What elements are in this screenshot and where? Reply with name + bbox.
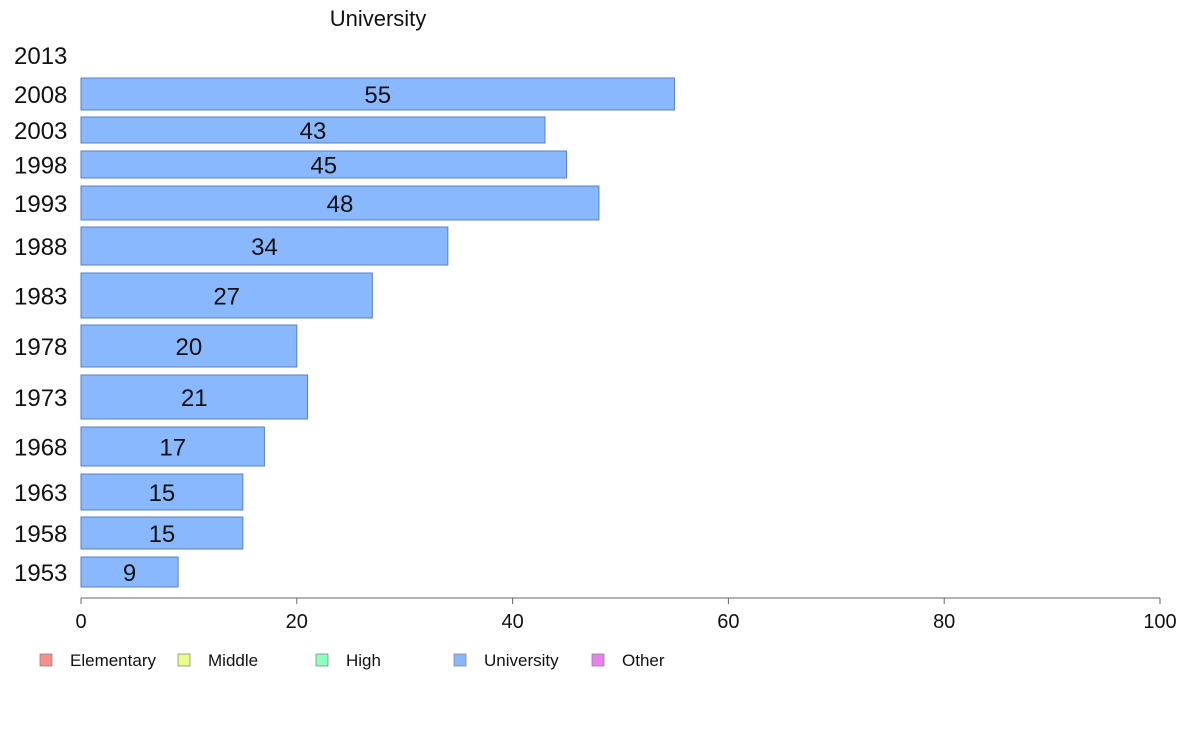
bar-value-label: 48 — [327, 191, 354, 218]
bar-value-label: 21 — [181, 385, 208, 412]
legend-label: Elementary — [70, 651, 156, 670]
x-tick-label: 0 — [75, 611, 86, 633]
x-axis: 0 20 40 60 80 100 — [75, 597, 1177, 633]
category-labels: 2013 2008 2003 1998 1993 1988 1983 1978 1973 1968… — [14, 43, 67, 587]
bar-value-label: 15 — [149, 521, 176, 548]
category-label: 1978 — [14, 334, 67, 361]
x-tick-label: 80 — [933, 611, 955, 633]
bar — [80, 272, 373, 319]
bar — [80, 77, 675, 111]
legend-label: Other — [622, 651, 665, 670]
category-label: 2013 — [14, 43, 67, 70]
x-tick-label: 100 — [1143, 611, 1176, 633]
legend-swatch — [453, 653, 467, 667]
data-labels: 55 43 45 48 34 27 20 21 17 15 15 9 — [123, 82, 391, 587]
bar-value-label: 20 — [176, 334, 203, 361]
legend-label: University — [484, 651, 559, 670]
x-tick-label: 20 — [286, 611, 308, 633]
category-label: 1983 — [14, 284, 67, 311]
bar-value-label: 9 — [123, 560, 136, 587]
category-label: 1968 — [14, 435, 67, 462]
bar — [80, 473, 244, 511]
category-label: 1988 — [14, 234, 67, 261]
bar-value-label: 55 — [364, 82, 391, 109]
bar — [80, 116, 546, 144]
bar — [80, 374, 309, 420]
bar — [80, 426, 265, 467]
bar — [80, 516, 244, 550]
bars-group — [80, 77, 675, 588]
legend-swatch — [39, 653, 53, 667]
chart-title: University — [330, 6, 427, 31]
legend-label: High — [346, 651, 381, 670]
category-label: 2003 — [14, 118, 67, 145]
legend-swatch — [315, 653, 329, 667]
bar-value-label: 45 — [310, 153, 337, 180]
bar-value-label: 43 — [300, 118, 327, 145]
bar — [80, 185, 600, 221]
bar-value-label: 34 — [251, 234, 278, 261]
legend-swatch — [177, 653, 191, 667]
bar-value-label: 27 — [213, 284, 240, 311]
bar — [80, 150, 568, 179]
category-label: 1973 — [14, 385, 67, 412]
bar — [80, 556, 179, 588]
bar — [80, 226, 449, 266]
x-tick-label: 40 — [501, 611, 523, 633]
legend-swatch — [591, 653, 605, 667]
bar-value-label: 17 — [159, 435, 186, 462]
category-label: 1963 — [14, 480, 67, 507]
category-label: 2008 — [14, 82, 67, 109]
legend: Elementary Middle High University Other — [39, 651, 665, 670]
x-tick-label: 60 — [717, 611, 739, 633]
category-label: 1958 — [14, 521, 67, 548]
category-label: 1953 — [14, 560, 67, 587]
bar-value-label: 15 — [149, 480, 176, 507]
bar — [80, 324, 298, 368]
legend-label: Middle — [208, 651, 258, 670]
category-label: 1993 — [14, 191, 67, 218]
category-label: 1998 — [14, 153, 67, 180]
